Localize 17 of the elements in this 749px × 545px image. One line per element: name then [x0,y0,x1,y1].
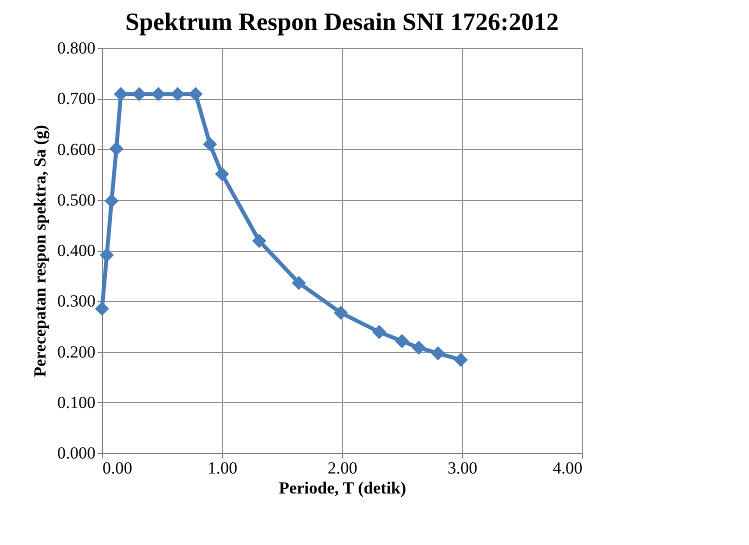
x-tick-label: 4.00 [552,458,582,478]
chart-title: Spektrum Respon Desain SNI 1726:2012 [125,9,559,36]
x-axis-title: Periode, T (detik) [278,478,406,498]
x-tick-label: 3.00 [448,458,478,478]
x-tick-label: 1.00 [208,458,238,478]
y-tick-label: 0.100 [57,392,96,412]
y-tick-label: 0.600 [57,140,96,159]
y-tick-label: 0.500 [57,190,96,210]
y-tick-label: 0.200 [57,342,96,362]
y-tick-label: 0.300 [57,292,96,311]
y-tick-label: 0.000 [57,444,96,462]
y-axis-title: Perecepatan respon spektra, Sa (g) [30,125,50,377]
y-tick-label: 0.700 [57,89,96,108]
y-tick-label: 0.800 [57,38,96,58]
x-tick-label: 0.00 [102,458,132,478]
y-tick-label: 0.400 [57,241,96,260]
x-tick-label: 2.00 [328,458,358,478]
